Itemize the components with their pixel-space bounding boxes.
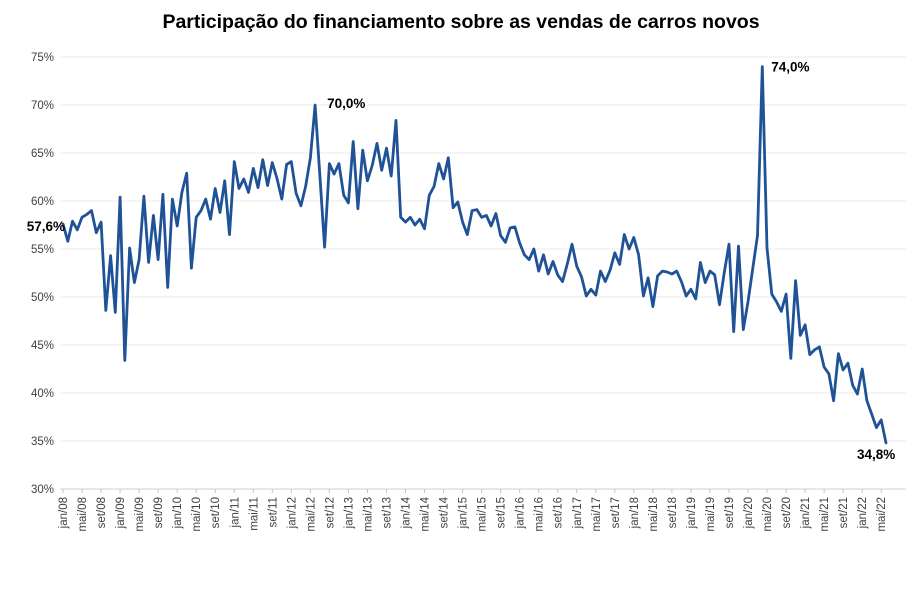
x-tick-label: set/08	[96, 497, 108, 528]
x-tick-label: jan/22	[857, 497, 869, 529]
x-tick-label: set/12	[324, 497, 336, 528]
x-tick-label: mai/08	[77, 497, 89, 532]
x-tick-label: jan/14	[401, 496, 413, 529]
y-tick-label: 35%	[31, 436, 54, 448]
x-tick-label: jan/16	[515, 497, 527, 529]
data-point-label: 34,8%	[857, 447, 895, 462]
y-tick-label: 70%	[31, 100, 54, 112]
x-axis-labels: jan/08 mai/08 set/08 jan/09 mai/09 set/09 jan/…	[58, 489, 888, 532]
y-tick-label: 55%	[31, 244, 54, 256]
x-tick-label: jan/15	[458, 497, 470, 529]
y-tick-label: 50%	[31, 292, 54, 304]
x-tick-label: set/21	[838, 497, 850, 528]
x-tick-label: set/11	[267, 497, 279, 527]
x-tick-label: mai/15	[477, 497, 489, 532]
x-tick-label: mai/14	[420, 496, 432, 531]
x-tick-label: set/19	[724, 497, 736, 528]
x-tick-label: jan/19	[686, 497, 698, 529]
x-tick-label: jan/21	[800, 497, 812, 529]
gridlines	[60, 56, 906, 490]
x-tick-label: mai/18	[648, 497, 660, 532]
y-tick-label: 30%	[31, 484, 54, 496]
x-tick-label: mai/20	[762, 497, 774, 532]
x-tick-label: set/18	[667, 497, 679, 528]
x-tick-label: set/20	[781, 497, 793, 528]
x-tick-label: set/09	[153, 497, 165, 528]
x-tick-label: mai/09	[134, 497, 146, 532]
x-tick-label: set/14	[439, 496, 451, 528]
data-line	[61, 65, 888, 445]
x-tick-label: jan/12	[286, 497, 298, 529]
y-tick-label: 40%	[31, 388, 54, 400]
x-tick-label: mai/11	[248, 497, 260, 531]
chart-title: Participação do financiamento sobre as v…	[162, 11, 759, 33]
x-tick-label: mai/12	[305, 497, 317, 532]
data-annotations: 57,6% 70,0% 74,0% 34,8%	[27, 60, 896, 462]
x-tick-label: set/10	[210, 497, 222, 528]
x-tick-label: jan/09	[115, 497, 127, 529]
x-tick-label: mai/19	[705, 497, 717, 532]
y-tick-label: 45%	[31, 340, 54, 352]
x-tick-label: set/17	[610, 497, 622, 528]
data-point-label: 70,0%	[327, 96, 365, 111]
x-tick-label: mai/16	[534, 497, 546, 532]
data-point-label: 57,6%	[27, 219, 65, 234]
x-tick-label: mai/22	[876, 497, 888, 532]
y-tick-label: 65%	[31, 148, 54, 160]
x-tick-label: mai/21	[819, 497, 831, 532]
x-tick-label: jan/13	[343, 497, 355, 529]
x-tick-label: jan/20	[743, 497, 755, 529]
y-tick-label: 75%	[31, 52, 54, 64]
x-tick-label: mai/17	[591, 497, 603, 532]
x-tick-label: set/15	[496, 497, 508, 528]
x-tick-label: mai/10	[191, 497, 203, 532]
x-tick-label: set/13	[381, 497, 393, 528]
x-tick-label: jan/11	[229, 497, 241, 528]
data-point-label: 74,0%	[771, 60, 809, 75]
y-axis-labels: 75% 70% 65% 60% 55% 50% 45% 40% 35% 30%	[31, 52, 54, 496]
x-tick-label: mai/13	[362, 497, 374, 532]
x-tick-label: jan/17	[572, 497, 584, 529]
x-tick-label: set/16	[553, 497, 565, 528]
y-tick-label: 60%	[31, 196, 54, 208]
x-tick-label: jan/08	[58, 497, 70, 529]
x-tick-label: jan/10	[172, 497, 184, 529]
data-series	[61, 65, 888, 445]
x-tick-label: jan/18	[629, 497, 641, 529]
